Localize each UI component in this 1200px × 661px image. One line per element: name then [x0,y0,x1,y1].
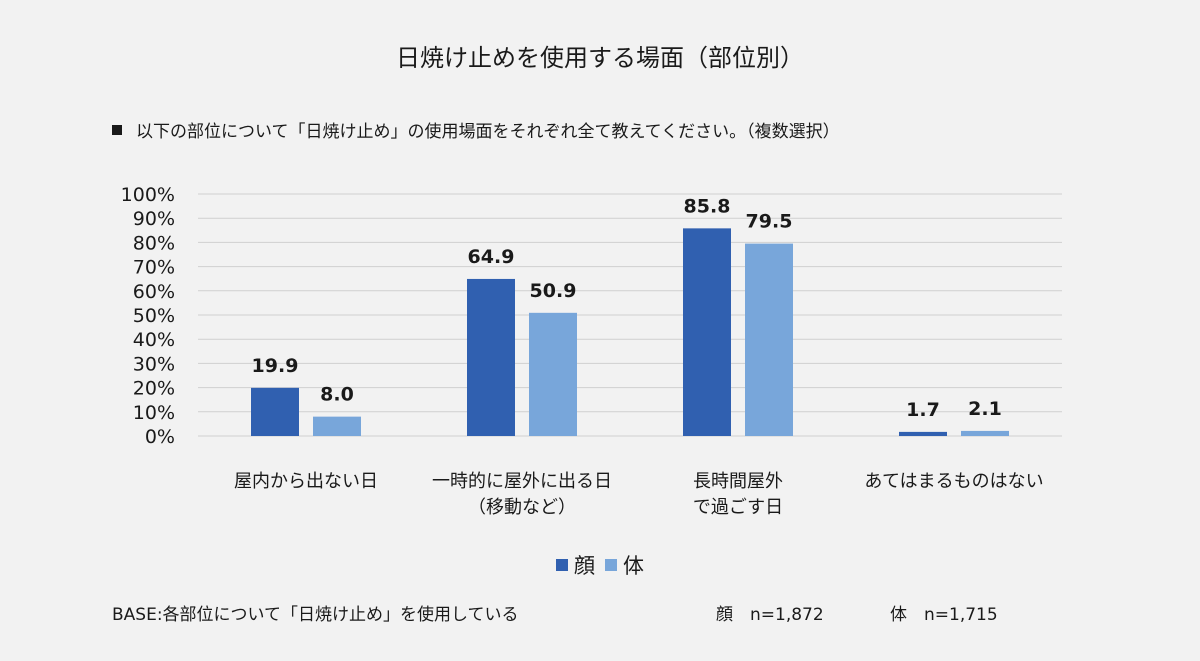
square-bullet-icon [112,124,122,135]
legend-item-face: 顔 [556,550,595,580]
x-category-label: 一時的に屋外に出る日 [432,471,612,492]
sample-size-face: 顔 n=1,872 [716,605,824,625]
data-label: 50.9 [530,280,577,302]
legend-label-face: 顔 [574,554,595,578]
data-label: 1.7 [906,399,940,421]
legend-swatch-body [605,559,617,571]
chart-title: 日焼け止めを使用する場面（部位別） [396,44,804,72]
legend: 顔 体 [0,550,1200,580]
x-category-label: 長時間屋外 [693,471,783,492]
bar-body [529,312,577,436]
y-tick-label: 100% [121,184,175,206]
y-tick-label: 60% [133,281,175,303]
x-category-label: （移動など） [468,497,576,518]
bar-body [313,416,361,436]
base-note: BASE:各部位について「日焼け止め」を使用している [112,605,519,625]
y-tick-label: 80% [133,232,175,254]
bar-face [251,387,299,436]
bar-face [899,431,947,436]
y-tick-label: 0% [145,426,175,448]
y-tick-label: 10% [133,402,175,424]
y-tick-label: 70% [133,257,175,279]
bar-body [961,430,1009,436]
data-label: 19.9 [252,355,299,377]
x-category-label: で過ごす日 [693,497,783,518]
legend-item-body: 体 [605,550,644,580]
legend-label-body: 体 [623,554,644,578]
y-tick-label: 90% [133,208,175,230]
y-tick-label: 50% [133,305,175,327]
data-label: 8.0 [320,384,354,406]
data-label: 64.9 [468,246,515,268]
bar-chart: 0%10%20% 30%40%50%60%70% 80%90%100% 19.9 8.0… [121,184,1062,518]
bar-body [745,243,793,436]
x-category-label: あてはまるものはない [864,471,1043,492]
sample-size-body: 体 n=1,715 [890,605,998,625]
data-label: 2.1 [968,398,1002,420]
bar-face [683,228,731,436]
legend-swatch-face [556,559,568,571]
question-text: 以下の部位について「日焼け止め」の使用場面をそれぞれ全て教えてください。（複数選… [112,117,840,142]
x-category-label: 屋内から出ない日 [234,471,378,492]
y-tick-label: 30% [133,353,175,375]
data-label: 79.5 [746,211,793,233]
bar-face [467,278,515,436]
y-tick-label: 40% [133,329,175,351]
y-tick-label: 20% [133,378,175,400]
data-label: 85.8 [684,195,731,217]
question-label: 以下の部位について「日焼け止め」の使用場面をそれぞれ全て教えてください。（複数選… [136,122,840,142]
